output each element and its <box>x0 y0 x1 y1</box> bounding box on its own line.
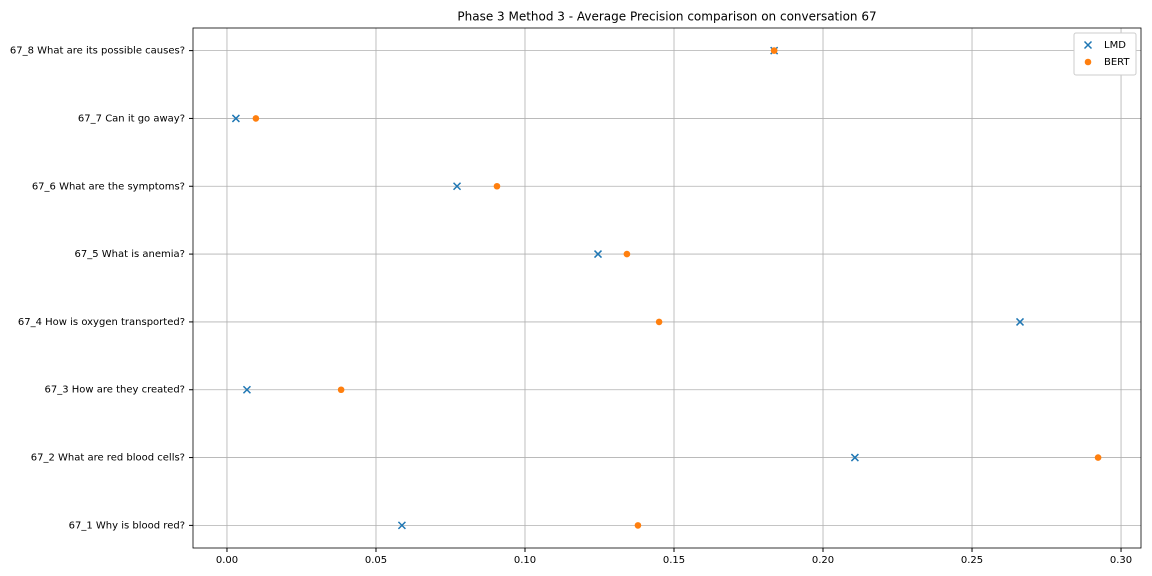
legend-label: BERT <box>1104 57 1130 68</box>
x-tick-label: 0.20 <box>812 555 834 566</box>
point <box>1015 317 1025 326</box>
point <box>623 250 631 258</box>
marker-x <box>231 114 240 123</box>
x-tick-label: 0.15 <box>663 555 685 566</box>
point <box>493 182 501 190</box>
point <box>231 114 240 123</box>
point <box>850 453 859 462</box>
point <box>453 182 462 191</box>
point <box>337 386 345 394</box>
marker-x <box>242 385 251 394</box>
marker-x <box>453 182 462 191</box>
y-tick-label: 67_8 What are its possible causes? <box>10 46 185 57</box>
y-tick-label: 67_7 Can it go away? <box>78 113 185 124</box>
point <box>1094 454 1102 461</box>
point <box>242 385 251 394</box>
point <box>655 318 663 326</box>
legend-marker <box>1083 40 1093 50</box>
legend-marker <box>1084 58 1092 66</box>
x-tick-label: 0.25 <box>961 555 983 566</box>
legend-label: LMD <box>1104 40 1126 51</box>
point <box>397 521 406 530</box>
y-tick-label: 67_4 How is oxygen transported? <box>18 317 185 328</box>
y-tick-label: 67_5 What is anemia? <box>75 249 185 260</box>
point <box>770 47 778 54</box>
y-tick-label: 67_2 What are red blood cells? <box>31 453 185 464</box>
x-tick-label: 0.05 <box>365 555 387 566</box>
marker-x <box>1083 40 1093 50</box>
chart-title: Phase 3 Method 3 - Average Precision com… <box>457 10 876 24</box>
marker-x <box>1015 317 1025 326</box>
y-tick-label: 67_6 What are the symptoms? <box>32 181 185 192</box>
point <box>252 115 260 122</box>
x-tick-label: 0.30 <box>1110 555 1132 566</box>
plot-frame <box>192 27 1142 549</box>
y-tick-label: 67_3 How are they created? <box>44 385 185 396</box>
point <box>634 522 642 529</box>
y-tick-label: 67_1 Why is blood red? <box>69 520 185 531</box>
x-tick-label: 0.00 <box>216 555 238 566</box>
x-tick-label: 0.10 <box>514 555 536 566</box>
marker-x <box>397 521 406 530</box>
marker-x <box>850 453 859 462</box>
marker-x <box>593 250 603 259</box>
point <box>593 250 603 259</box>
